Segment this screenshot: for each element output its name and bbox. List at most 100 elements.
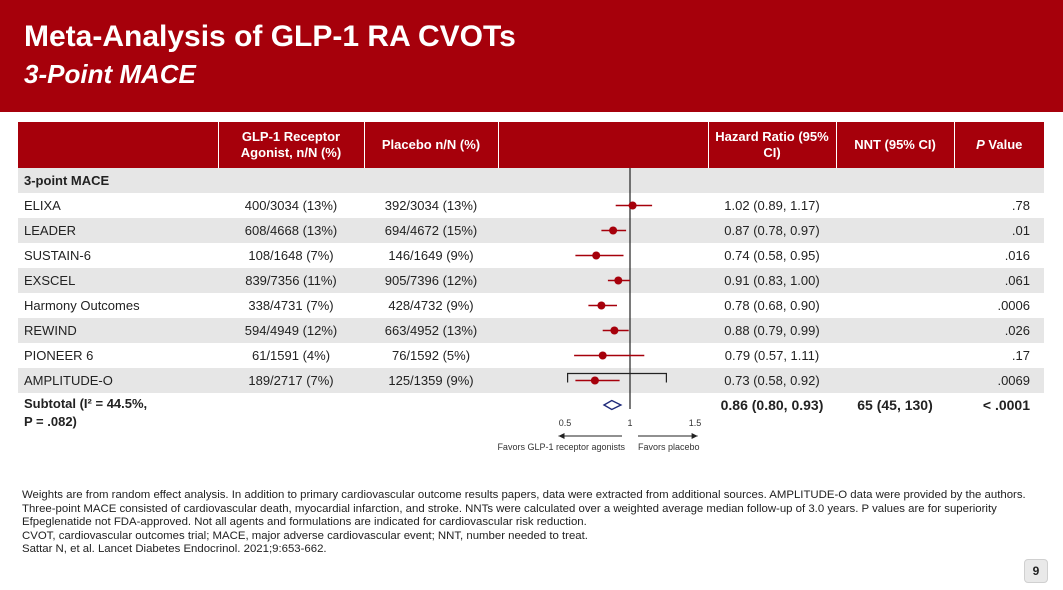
footnote-line: CVOT, cardiovascular outcomes trial; MAC… — [22, 529, 588, 542]
p-value: .17 — [954, 343, 1044, 368]
glp1-events: 189/2717 (7%) — [218, 368, 364, 393]
p-value: .0069 — [954, 368, 1044, 393]
subtotal-label-line1: Subtotal (I² = 44.5%, — [24, 396, 148, 411]
placebo-events: 392/3034 (13%) — [364, 193, 498, 218]
footnotes: Weights are from random effect analysis.… — [22, 489, 1032, 557]
hazard-ratio: 0.74 (0.58, 0.95) — [708, 243, 836, 268]
study-name: LEADER — [18, 218, 218, 243]
plot-cell — [498, 268, 708, 293]
study-name: Harmony Outcomes — [18, 293, 218, 318]
pooled-diamond — [602, 399, 623, 411]
hr-point — [592, 251, 601, 260]
hazard-ratio: 0.78 (0.68, 0.90) — [708, 293, 836, 318]
table-row: LEADER 608/4668 (13%) 694/4672 (15%) 0.87 (… — [18, 218, 1044, 243]
table-header-row: GLP-1 Receptor Agonist, n/N (%) Placebo … — [18, 122, 1044, 168]
header-p: P Value — [954, 122, 1044, 168]
footnote-line: Sattar N, et al. Lancet Diabetes Endocri… — [22, 543, 327, 555]
table-row: ELIXA 400/3034 (13%) 392/3034 (13%) 1.02 (0… — [18, 193, 1044, 218]
glp1-events: 608/4668 (13%) — [218, 218, 364, 243]
hr-point — [590, 376, 599, 385]
subtotal-label-line2: P = .082) — [24, 414, 77, 429]
page-number: 9 — [1024, 559, 1048, 583]
tick-label: 0.5 — [559, 418, 572, 428]
group-label: 3-point MACE — [18, 168, 218, 193]
subtotal-hazard-ratio: 0.86 (0.80, 0.93) — [708, 393, 836, 437]
p-value: .78 — [954, 193, 1044, 218]
header-p-italic: P — [976, 137, 985, 152]
glp1-events: 338/4731 (7%) — [218, 293, 364, 318]
header-plot — [498, 122, 709, 168]
placebo-events: 146/1649 (9%) — [364, 243, 498, 268]
study-name: SUSTAIN-6 — [18, 243, 218, 268]
placebo-events: 663/4952 (13%) — [364, 318, 498, 343]
left-direction-label: Favors GLP-1 receptor agonists — [497, 442, 625, 452]
slide-header: Meta-Analysis of GLP-1 RA CVOTs 3-Point … — [0, 0, 1063, 112]
header-hr: Hazard Ratio (95% CI) — [708, 122, 837, 168]
placebo-events: 694/4672 (15%) — [364, 218, 498, 243]
footnote-line: Efpeglenatide not FDA-approved. Not all … — [22, 516, 587, 528]
slide-title: Meta-Analysis of GLP-1 RA CVOTs — [24, 20, 516, 53]
subtotal-label: Subtotal (I² = 44.5%, P = .082) — [18, 393, 218, 437]
hazard-ratio: 1.02 (0.89, 1.17) — [708, 193, 836, 218]
study-name: PIONEER 6 — [18, 343, 218, 368]
study-name: EXSCEL — [18, 268, 218, 293]
hr-point — [628, 201, 637, 210]
table-row: SUSTAIN-6 108/1648 (7%) 146/1649 (9%) 0.74 … — [18, 243, 1044, 268]
glp1-events: 61/1591 (4%) — [218, 343, 364, 368]
table-row: EXSCEL 839/7356 (11%) 905/7396 (12%) 0.91 (… — [18, 268, 1044, 293]
tick-label: 1.5 — [689, 418, 702, 428]
hazard-ratio: 0.88 (0.79, 0.99) — [708, 318, 836, 343]
header-nnt: NNT (95% CI) — [836, 122, 955, 168]
group-row: 3-point MACE — [18, 168, 1044, 193]
hr-point — [609, 226, 618, 235]
p-value: .026 — [954, 318, 1044, 343]
p-value: .0006 — [954, 293, 1044, 318]
nnt-value — [836, 293, 954, 318]
subtotal-row: Subtotal (I² = 44.5%, P = .082) 0.86 (0.80… — [18, 393, 1044, 437]
placebo-events: 428/4732 (9%) — [364, 293, 498, 318]
hr-point — [598, 351, 607, 360]
table-row: REWIND 594/4949 (12%) 663/4952 (13%) 0.88 (… — [18, 318, 1044, 343]
tick-label: 1 — [627, 418, 632, 428]
header-p-rest: Value — [984, 137, 1023, 152]
glp1-events: 594/4949 (12%) — [218, 318, 364, 343]
placebo-events: 905/7396 (12%) — [364, 268, 498, 293]
p-value: .01 — [954, 218, 1044, 243]
glp1-events: 400/3034 (13%) — [218, 193, 364, 218]
hr-point — [610, 326, 619, 335]
header-glp1: GLP-1 Receptor Agonist, n/N (%) — [218, 122, 365, 168]
left-arrow-head — [558, 433, 565, 439]
p-value: .061 — [954, 268, 1044, 293]
hr-point — [597, 301, 606, 310]
plot-cell — [498, 193, 708, 218]
nnt-value — [836, 318, 954, 343]
placebo-events: 125/1359 (9%) — [364, 368, 498, 393]
right-direction-label: Favors placebo — [638, 442, 700, 452]
forest-plot-table: GLP-1 Receptor Agonist, n/N (%) Placebo … — [18, 122, 1044, 437]
placebo-events: 76/1592 (5%) — [364, 343, 498, 368]
p-value: .016 — [954, 243, 1044, 268]
footnote-line: Weights are from random effect analysis.… — [22, 489, 1026, 515]
study-name: REWIND — [18, 318, 218, 343]
forest-plot: 0.5 1 1.5 Favors GLP-1 receptor agonists Fav… — [497, 168, 702, 452]
hazard-ratio: 0.91 (0.83, 1.00) — [708, 268, 836, 293]
header-placebo: Placebo n/N (%) — [364, 122, 499, 168]
nnt-value — [836, 343, 954, 368]
study-name: ELIXA — [18, 193, 218, 218]
nnt-value — [836, 218, 954, 243]
hr-point — [614, 276, 623, 285]
table-row: AMPLITUDE-O 189/2717 (7%) 125/1359 (9%) 0.7… — [18, 368, 1044, 393]
hazard-ratio: 0.79 (0.57, 1.11) — [708, 343, 836, 368]
nnt-value — [836, 368, 954, 393]
right-arrow-head — [691, 433, 698, 439]
hazard-ratio: 0.87 (0.78, 0.97) — [708, 218, 836, 243]
subtotal-nnt: 65 (45, 130) — [836, 393, 954, 437]
amplitude-bracket — [566, 372, 667, 383]
hazard-ratio: 0.73 (0.58, 0.92) — [708, 368, 836, 393]
glp1-events: 839/7356 (11%) — [218, 268, 364, 293]
nnt-value — [836, 193, 954, 218]
nnt-value — [836, 268, 954, 293]
glp1-events: 108/1648 (7%) — [218, 243, 364, 268]
nnt-value — [836, 243, 954, 268]
subtotal-p-value: < .0001 — [954, 393, 1044, 437]
